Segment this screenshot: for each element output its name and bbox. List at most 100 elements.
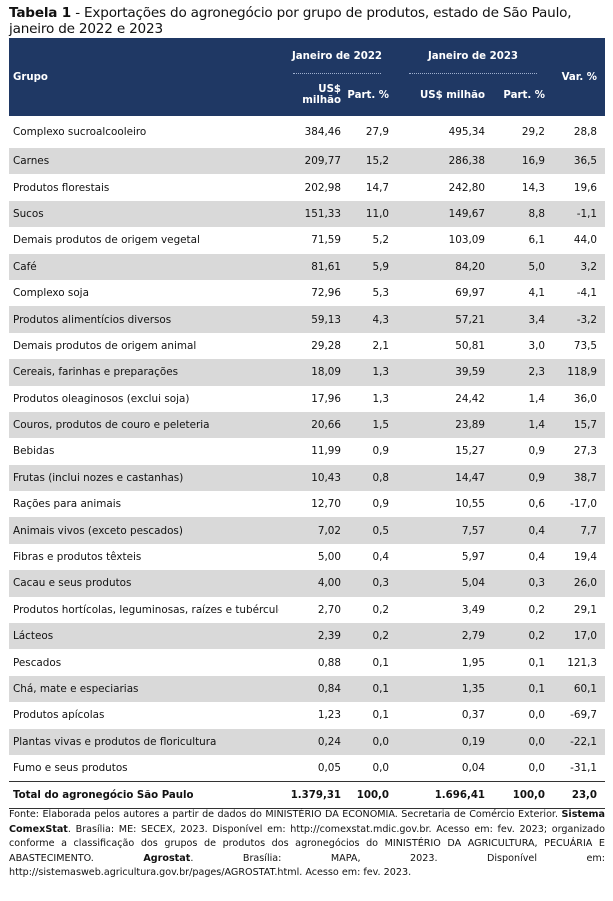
header-usd-2023: US$ milhão <box>395 74 491 116</box>
cell-usd-2023: 39,59 <box>395 359 491 386</box>
cell-part-2023: 0,4 <box>491 517 551 544</box>
cell-grupo: Animais vivos (exceto pescados) <box>9 517 279 544</box>
cell-part-2022: 15,2 <box>347 148 395 175</box>
cell-var: 28,8 <box>573 126 597 138</box>
cell-var: 7,7 <box>551 517 605 544</box>
cell-usd-2022: 1,23 <box>317 709 341 722</box>
cell-usd-2023: 242,80 <box>448 181 485 194</box>
cell-part-2022: 1,3 <box>372 392 389 405</box>
cell-var: 38,7 <box>551 464 605 492</box>
cell-part-2022: 27,9 <box>365 126 389 138</box>
cell-var: 26,0 <box>551 570 605 597</box>
cell-usd-2023: 149,67 <box>395 200 491 228</box>
cell-usd-2022: 20,66 <box>279 411 347 439</box>
cell-part-2022: 2,1 <box>372 339 389 352</box>
total-var: 23,0 <box>551 781 605 810</box>
cell-var: 19,4 <box>573 551 597 564</box>
table-row: Produtos apícolas 1,23 0,1 0,37 0,0 -69,7 <box>9 702 605 728</box>
cell-var: 27,3 <box>573 445 597 458</box>
cell-usd-2022: 209,77 <box>279 148 347 175</box>
header-period-2022: Janeiro de 2022 <box>279 38 395 74</box>
cell-part-2022: 5,3 <box>372 287 389 300</box>
cell-usd-2022: 10,43 <box>279 464 347 492</box>
cell-var: 121,3 <box>567 656 597 669</box>
cell-grupo: Chá, mate e especiarias <box>9 675 279 703</box>
cell-var: 17,0 <box>551 623 605 650</box>
cell-var: 44,0 <box>573 234 597 247</box>
cell-usd-2022: 71,59 <box>311 234 341 247</box>
cell-usd-2022: 12,70 <box>311 498 341 511</box>
cell-usd-2023: 7,57 <box>395 517 491 544</box>
cell-part-2022: 0,0 <box>372 762 389 775</box>
header-usd-2022: US$ milhão <box>279 74 347 116</box>
cell-var: -69,7 <box>570 709 597 722</box>
table-row: Lácteos 2,39 0,2 2,79 0,2 17,0 <box>9 623 605 650</box>
source-part-3: . Brasília: MAPA, 2023. Disponível em: h… <box>9 852 605 879</box>
cell-var: 3,2 <box>551 253 605 280</box>
header-var: Var. % <box>551 38 605 116</box>
header-grupo: Grupo <box>9 38 279 116</box>
cell-usd-2023: 10,55 <box>455 498 485 511</box>
cell-usd-2022: 81,61 <box>279 253 347 280</box>
cell-part-2023: 0,4 <box>528 551 545 564</box>
header-period-2023-label: Janeiro de 2023 <box>428 50 518 62</box>
cell-part-2022: 4,3 <box>347 306 395 333</box>
source-note: Fonte: Elaborada pelos autores a partir … <box>9 808 605 881</box>
cell-usd-2022: 151,33 <box>279 200 347 228</box>
table-row: Complexo sucroalcooleiro 384,46 27,9 495,34… <box>9 116 605 148</box>
table-row: Café 81,61 5,9 84,20 5,0 3,2 <box>9 253 605 280</box>
cell-part-2023: 16,9 <box>491 148 551 175</box>
cell-var: 73,5 <box>573 339 597 352</box>
table-row: Complexo soja 72,96 5,3 69,97 4,1 -4,1 <box>9 280 605 306</box>
cell-var: 29,1 <box>573 603 597 616</box>
cell-part-2023: 0,0 <box>528 709 545 722</box>
cell-grupo: Complexo sucroalcooleiro <box>13 126 147 138</box>
table-row: Couros, produtos de couro e peleteria 20,… <box>9 411 605 439</box>
cell-grupo: Pescados <box>13 656 62 669</box>
cell-part-2023: 3,4 <box>491 306 551 333</box>
cell-grupo: Rações para animais <box>13 498 122 511</box>
table-row: Produtos alimentícios diversos 59,13 4,3 57… <box>9 306 605 333</box>
cell-usd-2023: 5,97 <box>461 551 485 564</box>
cell-part-2022: 0,9 <box>372 445 389 458</box>
cell-usd-2023: 3,49 <box>461 603 485 616</box>
cell-grupo: Cacau e seus produtos <box>9 570 279 597</box>
cell-usd-2023: 0,37 <box>461 709 485 722</box>
cell-part-2023: 0,9 <box>491 464 551 492</box>
caption-text: - Exportações do agronegócio por grupo d… <box>9 5 572 37</box>
total-usd-2022: 1.379,31 <box>279 781 347 810</box>
cell-grupo: Cereais, farinhas e preparações <box>9 359 279 386</box>
cell-part-2022: 0,4 <box>372 551 389 564</box>
cell-part-2022: 5,9 <box>347 253 395 280</box>
header-period-2022-label: Janeiro de 2022 <box>292 50 382 62</box>
cell-usd-2022: 384,46 <box>304 126 341 138</box>
cell-usd-2022: 5,00 <box>317 551 341 564</box>
table-row: Fibras e produtos têxteis 5,00 0,4 5,97 0,4 1… <box>9 544 605 570</box>
total-part-2023: 100,0 <box>491 781 551 810</box>
cell-grupo: Fibras e produtos têxteis <box>13 551 142 564</box>
total-part-2022: 100,0 <box>347 781 395 810</box>
cell-part-2023: 29,2 <box>521 126 545 138</box>
cell-usd-2022: 11,99 <box>311 445 341 458</box>
table-row: Sucos 151,33 11,0 149,67 8,8 -1,1 <box>9 200 605 228</box>
source-bold-1: Sistema ComexStat <box>9 809 605 835</box>
cell-part-2022: 0,2 <box>347 623 395 650</box>
cell-grupo: Produtos apícolas <box>13 709 105 722</box>
cell-usd-2022: 72,96 <box>311 287 341 300</box>
cell-var: -31,1 <box>570 762 597 775</box>
cell-var: 60,1 <box>551 675 605 703</box>
cell-grupo: Couros, produtos de couro e peleteria <box>9 411 279 439</box>
cell-part-2023: 0,3 <box>491 570 551 597</box>
cell-grupo: Café <box>9 253 279 280</box>
cell-var: 36,5 <box>551 148 605 175</box>
cell-usd-2022: 18,09 <box>279 359 347 386</box>
cell-grupo: Sucos <box>9 200 279 228</box>
cell-part-2023: 0,1 <box>528 656 545 669</box>
header-part-2023: Part. % <box>491 74 551 116</box>
cell-var: 118,9 <box>551 359 605 386</box>
cell-usd-2022: 7,02 <box>279 517 347 544</box>
cell-usd-2023: 0,19 <box>395 728 491 755</box>
cell-usd-2023: 50,81 <box>455 339 485 352</box>
table-body: Complexo sucroalcooleiro 384,46 27,9 495,34… <box>9 116 605 782</box>
cell-usd-2022: 0,24 <box>279 728 347 755</box>
